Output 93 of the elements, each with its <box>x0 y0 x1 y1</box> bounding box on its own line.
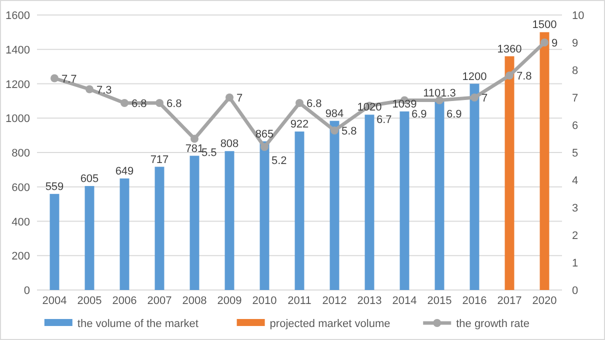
data-label: 649 <box>115 165 134 178</box>
data-label: 1200 <box>462 70 487 83</box>
data-label: 559 <box>45 180 64 193</box>
data-label: 5.5 <box>202 146 217 159</box>
legend-label: the volume of the market <box>77 318 198 330</box>
x-tick-label: 2017 <box>497 295 522 307</box>
data-label: 7 <box>236 92 243 104</box>
data-label: 6.7 <box>376 114 392 126</box>
y2-tick-label: 0 <box>572 285 578 297</box>
point <box>470 94 478 102</box>
x-tick-label: 2016 <box>462 295 487 307</box>
y2-tick-label: 10 <box>572 10 584 22</box>
x-tick-label: 2015 <box>427 295 452 307</box>
bar <box>330 120 340 290</box>
data-label: 984 <box>325 108 344 120</box>
y2-tick-label: 8 <box>572 65 578 77</box>
x-tick-label: 2011 <box>288 295 312 307</box>
legend-label: projected market volume <box>270 318 390 330</box>
point <box>50 74 58 82</box>
x-tick-label: 2004 <box>42 295 67 307</box>
data-label: 605 <box>80 173 99 186</box>
point <box>120 99 128 107</box>
data-label: 6.8 <box>166 98 182 110</box>
data-label: 808 <box>220 138 239 150</box>
point <box>330 126 338 134</box>
point <box>506 72 514 80</box>
x-tick-label: 2007 <box>147 295 172 307</box>
x-tick-label: 2005 <box>77 295 102 307</box>
y2-tick-label: 1 <box>572 258 578 270</box>
y2-tick-label: 6 <box>572 120 578 132</box>
bar <box>470 84 480 290</box>
y-tick-label: 1400 <box>6 44 30 56</box>
x-tick-label: 2012 <box>322 295 347 307</box>
bar <box>84 186 94 290</box>
data-label: 1360 <box>497 43 522 56</box>
data-label: 922 <box>290 118 309 131</box>
y2-tick-label: 2 <box>572 230 578 242</box>
x-tick-label: 2008 <box>182 295 207 307</box>
point <box>190 134 198 143</box>
data-label: 1500 <box>532 19 557 32</box>
point <box>540 38 548 46</box>
y-tick-label: 1000 <box>6 113 30 126</box>
point <box>296 99 304 107</box>
bar <box>260 141 270 290</box>
y2-tick-label: 5 <box>572 148 578 160</box>
bar <box>190 156 200 290</box>
bar <box>364 114 374 290</box>
point <box>86 85 94 94</box>
data-label: 5.2 <box>272 155 287 167</box>
y-tick-label: 1200 <box>6 78 30 91</box>
bar <box>224 151 234 290</box>
x-tick-label: 2009 <box>217 295 242 307</box>
y2-tick-label: 7 <box>572 92 578 104</box>
y-tick-label: 800 <box>12 148 30 160</box>
bar <box>540 32 550 290</box>
bar <box>120 178 130 290</box>
x-tick-label: 2013 <box>357 295 382 307</box>
bar <box>154 166 164 290</box>
data-label: 9 <box>552 38 558 50</box>
x-tick-label: 2014 <box>392 295 417 307</box>
point <box>260 143 268 151</box>
y2-tick-label: 4 <box>572 175 578 187</box>
data-label: 1039 <box>392 98 417 110</box>
data-label: 5.8 <box>342 126 357 138</box>
y-tick-label: 0 <box>24 285 30 297</box>
bar <box>50 194 60 290</box>
x-tick-label: 2006 <box>112 295 137 307</box>
y2-tick-label: 3 <box>572 202 578 214</box>
bar <box>504 56 514 290</box>
data-label: 1101.3 <box>423 88 456 100</box>
bar <box>434 100 444 290</box>
y-tick-label: 1600 <box>6 10 30 22</box>
x-tick-label: 2020 <box>532 295 557 307</box>
y-tick-label: 400 <box>12 216 30 228</box>
legend-label: the growth rate <box>456 318 530 330</box>
data-label: 1020 <box>357 102 382 114</box>
point <box>226 94 234 102</box>
data-label: 717 <box>150 154 169 166</box>
y2-tick-label: 9 <box>572 38 578 50</box>
data-label: 6.9 <box>446 108 462 120</box>
data-label: 6.9 <box>412 108 427 120</box>
data-label: 7.8 <box>516 70 532 82</box>
data-label: 7.3 <box>96 84 112 96</box>
data-label: 7.7 <box>62 73 77 86</box>
bar <box>400 111 410 290</box>
point <box>156 99 164 107</box>
x-tick-label: 2010 <box>252 295 277 307</box>
y-tick-label: 600 <box>12 182 30 194</box>
data-label: 865 <box>255 128 274 140</box>
y-tick-label: 200 <box>12 250 30 263</box>
bar <box>294 132 304 290</box>
data-label: 6.8 <box>306 98 322 110</box>
data-label: 7 <box>482 92 488 104</box>
